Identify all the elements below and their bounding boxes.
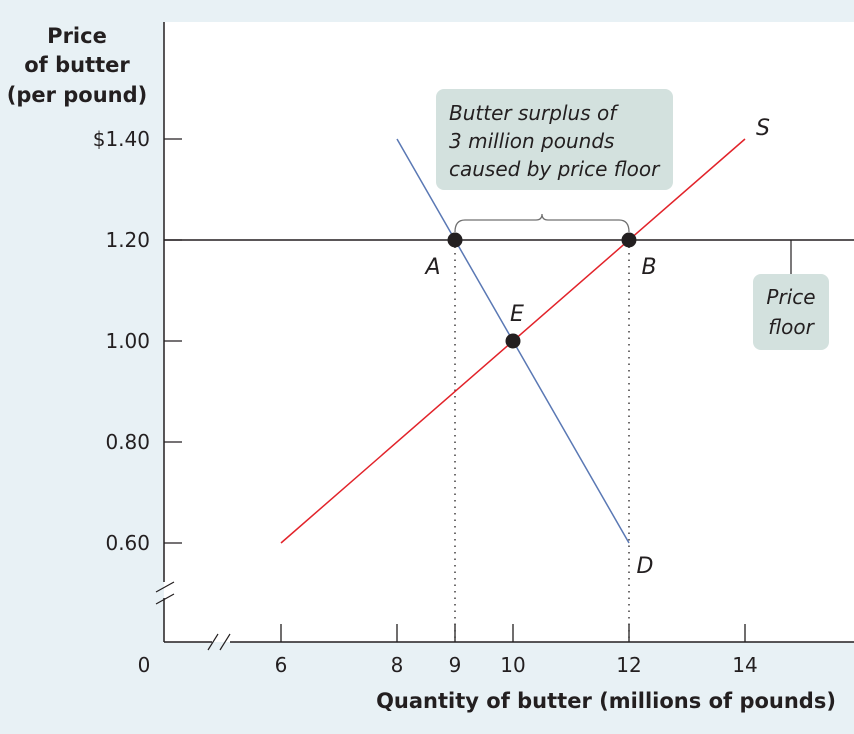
- price-floor: Price floor: [164, 239, 854, 350]
- surplus-text-line: caused by price floor: [449, 157, 661, 181]
- point-b: [621, 232, 637, 248]
- y-axis-break-mark: [155, 581, 175, 593]
- y-tick-label: 1.20: [105, 228, 150, 252]
- x-tick-label: 9: [449, 653, 462, 677]
- surplus-brace: [454, 213, 630, 233]
- y-axis-title-line-2: of butter: [24, 53, 130, 77]
- y-tick-label: 0.80: [105, 430, 150, 454]
- x-tick-label: 12: [616, 653, 641, 677]
- y-tick-label: 1.00: [105, 329, 150, 353]
- point-e: [505, 333, 521, 349]
- x-axis-break-mark: [219, 633, 231, 651]
- y-axis-title-line-3: (per pound): [7, 83, 148, 107]
- point-label-e: E: [510, 302, 524, 327]
- surplus-text-line: Butter surplus of: [449, 101, 619, 125]
- price-floor-callout: [753, 274, 829, 350]
- surplus-annotation: Butter surplus of 3 million pounds caused …: [436, 89, 673, 233]
- point-label-a: A: [423, 255, 440, 280]
- x-axis-ticks: 6 8 9 10 12 14: [275, 624, 758, 677]
- curve-label-d: D: [637, 554, 654, 579]
- y-tick-label: 0.60: [105, 531, 150, 555]
- axes: [155, 22, 854, 651]
- point-label-b: B: [641, 255, 656, 280]
- price-floor-label-line-2: floor: [768, 315, 815, 339]
- x-tick-label: 14: [732, 653, 757, 677]
- surplus-callout: [436, 89, 673, 190]
- curve-label-s: S: [756, 116, 770, 141]
- y-axis-ticks: 0.60 0.80 1.00 1.20 $1.40: [93, 127, 182, 555]
- x-axis-break-mark: [207, 633, 219, 651]
- equilibrium-points: A B E: [423, 232, 657, 349]
- y-axis-title-line-1: Price: [47, 24, 107, 48]
- y-tick-label: $1.40: [93, 127, 150, 151]
- point-a: [447, 232, 463, 248]
- surplus-text-line: 3 million pounds: [449, 129, 614, 153]
- x-tick-label: 8: [391, 653, 404, 677]
- y-axis-break-mark: [155, 593, 175, 605]
- price-floor-label-line-1: Price: [766, 285, 815, 309]
- x-axis-title: Quantity of butter (millions of pounds): [376, 689, 836, 713]
- origin-label: 0: [138, 653, 151, 677]
- x-tick-label: 10: [500, 653, 525, 677]
- y-axis-title: Price of butter (per pound): [7, 24, 148, 107]
- x-tick-label: 6: [275, 653, 288, 677]
